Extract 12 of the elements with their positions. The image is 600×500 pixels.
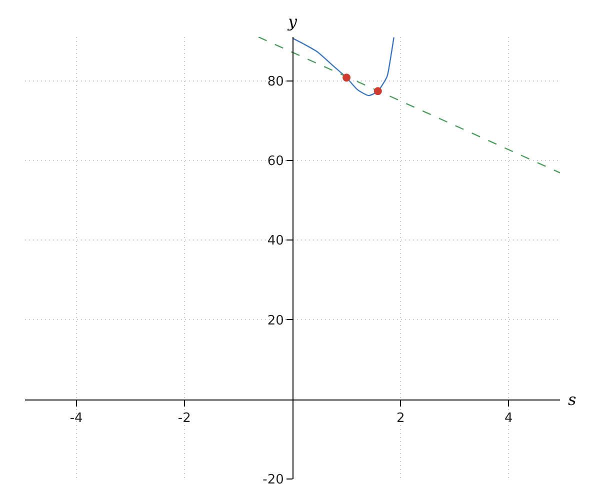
- y-axis-title: y: [287, 12, 298, 31]
- y-tick-label: 20: [267, 313, 284, 328]
- y-tick-label: 80: [267, 74, 284, 90]
- x-tick-label: 2: [396, 410, 405, 426]
- y-tick-label: 40: [267, 234, 284, 249]
- y-tick-label: 60: [267, 154, 284, 169]
- x-tick-label: 4: [504, 410, 513, 426]
- x-tick-label: -2: [178, 410, 191, 426]
- line-series: [292, 37, 394, 96]
- x-axis-title: s: [568, 390, 576, 409]
- x-tick-label: -4: [70, 410, 83, 426]
- y-tick-label: -20: [262, 472, 284, 488]
